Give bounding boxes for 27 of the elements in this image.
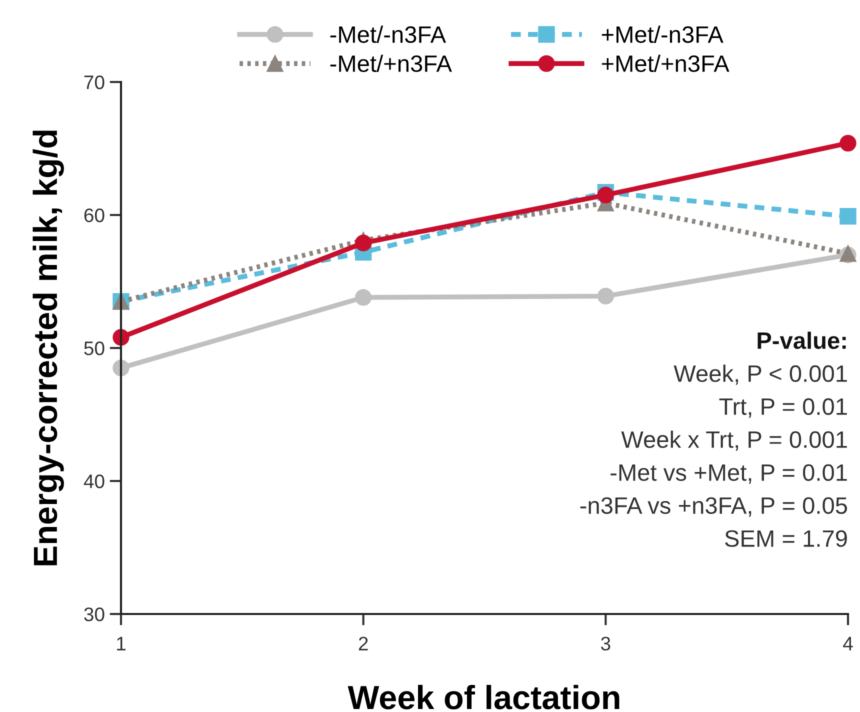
point <box>597 288 614 304</box>
point <box>840 134 856 152</box>
x-tick-label: 1 <box>117 636 126 650</box>
x-tick-label: 4 <box>843 636 853 650</box>
annotation: P-value: <box>758 332 846 350</box>
legend-label: -Met/-n3FA <box>330 26 446 43</box>
annotation: -Met vs +Met, P = 0.01 <box>610 464 847 484</box>
y-tick-label: 30 <box>84 607 104 622</box>
annotation: Week x Trt, P = 0.001 <box>621 430 847 451</box>
annotation: Week, P < 0.001 <box>674 364 847 385</box>
annotation: SEM = 1.79 <box>725 530 847 547</box>
y-tick-label: 60 <box>84 208 104 222</box>
y-axis-title: Energy-corrected milk, kg/d <box>32 130 64 566</box>
y-tick-label: 70 <box>84 75 104 90</box>
y-tick-label: 40 <box>84 474 104 488</box>
legend-label: +Met/+n3FA <box>602 54 730 72</box>
annotation: -n3FA vs +n3FA, P = 0.05 <box>580 497 848 517</box>
legend-label: +Met/-n3FA <box>602 26 724 43</box>
point <box>840 208 856 225</box>
point <box>355 289 372 306</box>
legend-label: -Met/+n3FA <box>330 54 452 72</box>
x-tick-label: 3 <box>601 636 610 651</box>
point <box>355 234 372 252</box>
x-tick-label: 2 <box>358 636 368 650</box>
x-axis-title: Week of lactation <box>348 684 620 710</box>
annotation: Trt, P = 0.01 <box>719 398 847 418</box>
y-tick-label: 50 <box>84 341 104 356</box>
